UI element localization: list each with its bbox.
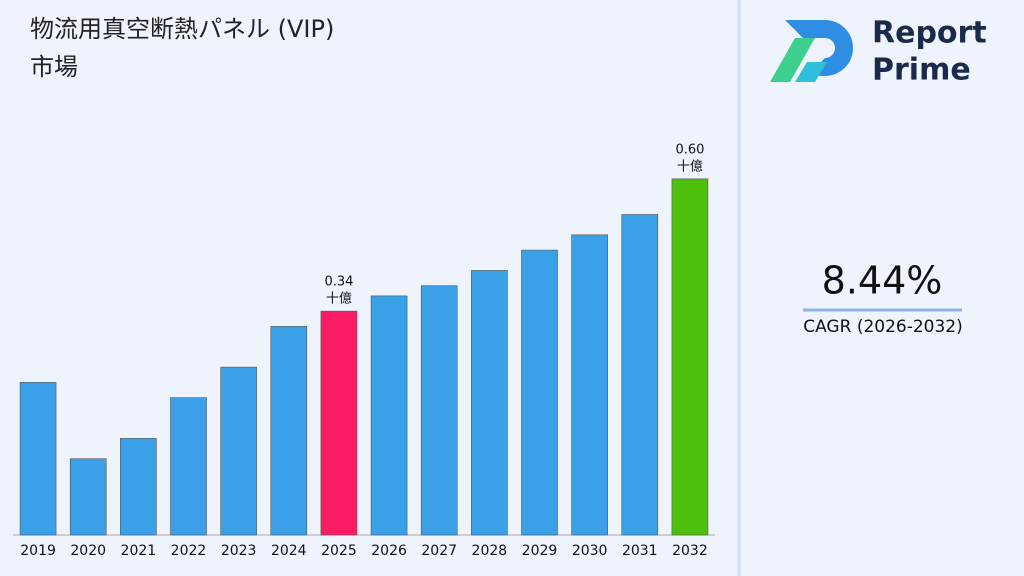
bar (170, 397, 207, 536)
x-tick-label: 2025 (321, 543, 357, 559)
x-tick-label: 2032 (672, 543, 708, 559)
value-label: 0.60 (675, 142, 704, 157)
bar (69, 458, 107, 536)
logo (770, 20, 853, 82)
bar (420, 285, 458, 536)
bar (471, 270, 508, 536)
bar (220, 366, 257, 536)
unit-label: 十億 (677, 158, 703, 174)
bar (571, 234, 608, 536)
bar (370, 295, 408, 536)
bar (19, 382, 57, 536)
bar (521, 249, 558, 536)
bar (621, 214, 659, 536)
x-tick-label: 2023 (221, 543, 257, 559)
bar (320, 310, 358, 536)
value-label: 0.34 (324, 275, 353, 290)
x-tick-label: 2024 (271, 543, 307, 559)
chart-title: 物流用真空断熱パネル (VIP) 市場 (30, 15, 342, 81)
bar (671, 178, 709, 536)
x-tick-label: 2029 (522, 543, 558, 559)
brand-line2: Prime (872, 53, 971, 88)
bar (120, 438, 157, 536)
x-tick-label: 2028 (472, 543, 508, 559)
x-tick-label: 2020 (70, 543, 106, 559)
x-tick-label: 2019 (20, 543, 56, 559)
stat-label: CAGR (2026-2032) (803, 317, 963, 337)
brand-line1: Report (872, 16, 987, 51)
x-tick-label: 2026 (371, 543, 407, 559)
x-tick-label: 2031 (622, 543, 658, 559)
unit-label: 十億 (326, 291, 352, 307)
x-tick-label: 2027 (421, 543, 457, 559)
stat-value: 8.44% (822, 259, 943, 303)
title-line: 市場 (30, 53, 78, 81)
x-tick-label: 2021 (121, 543, 157, 559)
title-line: 物流用真空断熱パネル (VIP) (30, 15, 342, 43)
x-tick-label: 2022 (171, 543, 207, 559)
bar (270, 326, 308, 536)
x-tick-label: 2030 (572, 543, 608, 559)
